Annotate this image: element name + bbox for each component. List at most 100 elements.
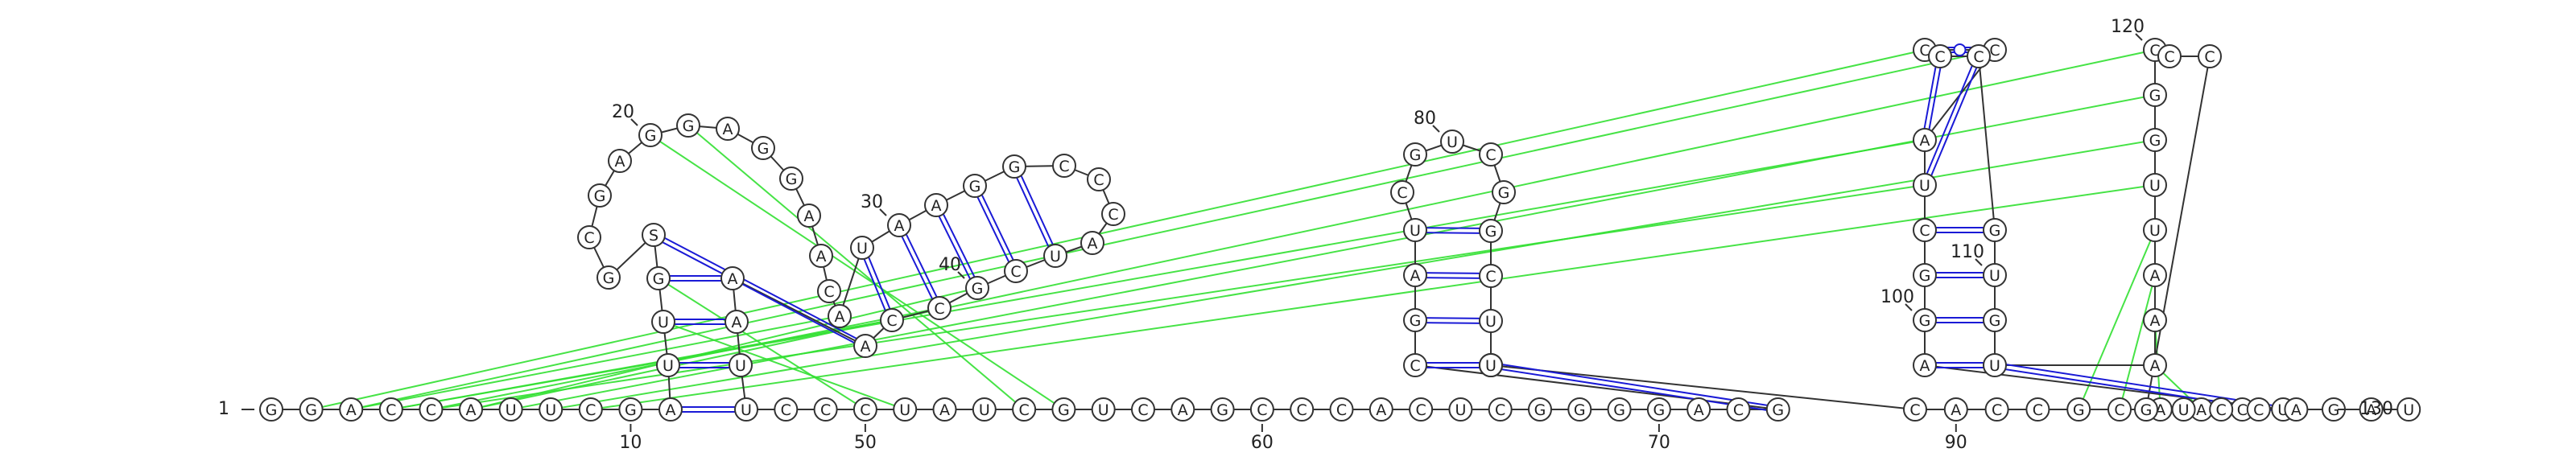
position-tick-label: 100 (1880, 287, 1914, 307)
nucleotide: G (1983, 308, 2007, 332)
svg-text:A: A (1920, 357, 1930, 375)
tertiary-interaction-line (658, 278, 866, 410)
nucleotide: G (2143, 128, 2167, 152)
nucleotide: A (1913, 353, 1937, 377)
svg-text:A: A (804, 208, 815, 225)
svg-text:G: G (603, 269, 615, 287)
nucleotide: G (1492, 180, 1516, 204)
nucleotide: G (2322, 397, 2346, 422)
svg-text:G: G (305, 401, 317, 419)
base-pair-line (1414, 231, 1491, 234)
base-pair-line (976, 184, 1019, 271)
nucleotide: C (2157, 44, 2182, 68)
svg-text:G: G (786, 171, 798, 188)
svg-text:C: C (1397, 184, 1407, 202)
nucleotide: C (880, 308, 904, 332)
tertiary-interaction-line (551, 139, 2156, 410)
svg-text:C: C (1137, 401, 1148, 419)
backbone-segment (2145, 56, 2211, 410)
nucleotide: C (378, 397, 403, 422)
nucleotide: A (1368, 397, 1393, 422)
nucleotide: C (2107, 397, 2132, 422)
nucleotide: C (1984, 397, 2009, 422)
nucleotide: U (1983, 353, 2007, 377)
svg-text:G: G (1653, 401, 1666, 419)
nucleotide: C (774, 397, 799, 422)
svg-text:G: G (645, 127, 657, 145)
nucleotide: G (965, 276, 989, 300)
svg-text:G: G (1058, 401, 1070, 419)
svg-text:A: A (2196, 401, 2207, 419)
nucleotide: U (1479, 353, 1503, 377)
nucleotide: C (1409, 397, 1434, 422)
nucleotide: G (1528, 397, 1552, 422)
nucleotide: A (2359, 397, 2384, 422)
svg-text:C: C (2216, 401, 2227, 419)
svg-text:G: G (1574, 401, 1586, 419)
svg-text:A: A (939, 401, 950, 419)
nucleotide: A (459, 397, 483, 422)
nucleotide: G (1479, 219, 1503, 243)
tertiary-interaction-line (2078, 229, 2156, 410)
svg-text:A: A (723, 121, 733, 138)
nucleotide: U (1983, 263, 2007, 287)
nucleotide: A (932, 397, 957, 422)
nucleotide: C (419, 397, 444, 422)
nucleotide: U (734, 397, 758, 422)
svg-text:C: C (1297, 401, 1307, 419)
gu-pair-marker (1953, 43, 1967, 56)
nucleotide: A (2143, 308, 2167, 332)
svg-text:U: U (1919, 177, 1930, 195)
nucleotide: U (729, 353, 753, 377)
nucleotide: C (817, 279, 841, 303)
nucleotide: U (1913, 173, 1937, 197)
svg-text:G: G (1772, 401, 1784, 419)
base-pair-line (1015, 165, 1059, 256)
svg-text:C: C (2204, 48, 2215, 66)
nucleotide: C (1012, 397, 1037, 422)
nucleotide: G (1983, 218, 2007, 242)
nucleotide: U (1043, 244, 1067, 268)
svg-text:C: C (1336, 401, 1347, 419)
nucleotide: G (2143, 83, 2167, 107)
nucleotide: C (1403, 353, 1427, 377)
nucleotide: U (1479, 309, 1503, 333)
nucleotide: G (1403, 308, 1427, 332)
svg-text:U: U (1447, 134, 1458, 151)
svg-text:C: C (781, 401, 791, 419)
svg-text:A: A (816, 248, 827, 265)
svg-text:A: A (728, 270, 738, 288)
svg-text:C: C (2033, 401, 2043, 419)
svg-text:U: U (1050, 248, 1061, 265)
tertiary-interaction-line (350, 49, 1996, 410)
nucleotide: C (1131, 397, 1155, 422)
position-tick-label: 90 (1945, 433, 1967, 453)
svg-text:G: G (594, 187, 606, 205)
svg-text:G: G (1534, 401, 1546, 419)
svg-text:C: C (934, 300, 944, 318)
base-pair-line (1922, 56, 1939, 140)
nucleotide: C (1249, 397, 1274, 422)
tertiary-interaction-line (351, 315, 840, 410)
svg-text:C: C (1018, 401, 1029, 419)
svg-text:C: C (1059, 158, 1069, 175)
svg-text:U: U (1098, 401, 1109, 419)
svg-text:U: U (1485, 357, 1496, 375)
svg-text:U: U (1989, 267, 2000, 285)
nucleotide: G (1567, 397, 1592, 422)
tertiary-interaction-line (390, 139, 1926, 410)
nucleotide: U (2143, 218, 2167, 242)
svg-text:G: G (1410, 312, 1422, 330)
base-pair-line (1011, 167, 1055, 257)
svg-text:G: G (1498, 184, 1510, 202)
nucleotide: A (724, 310, 749, 334)
svg-text:G: G (1485, 223, 1497, 241)
nucleotide: U (2171, 397, 2196, 422)
svg-text:U: U (2403, 401, 2414, 419)
nucleotide: C (1488, 397, 1513, 422)
nucleotide: U (850, 236, 874, 260)
base-pair-line (1926, 56, 1982, 187)
svg-text:A: A (1410, 267, 1421, 285)
nucleotide: U (2143, 173, 2167, 197)
